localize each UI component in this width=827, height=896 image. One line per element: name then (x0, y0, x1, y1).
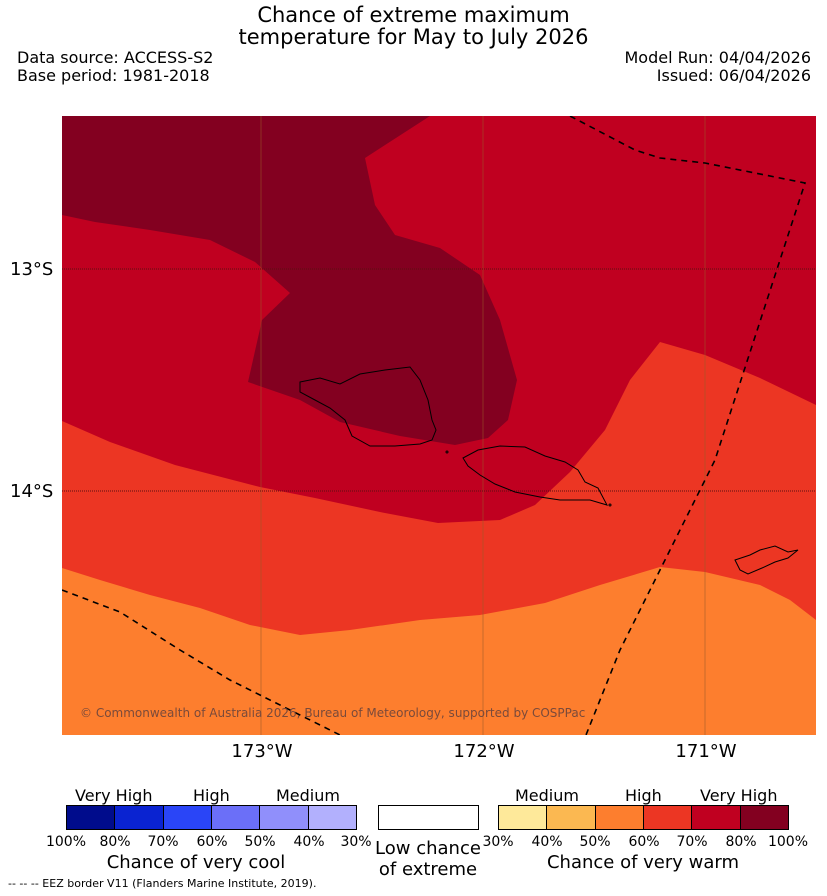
low-caption-line-2: of extreme (378, 859, 478, 880)
warm-tick: 40% (531, 834, 563, 850)
warm-tick: 100% (767, 834, 809, 850)
warm-tick: 60% (628, 834, 660, 850)
warm-tick: 80% (725, 834, 757, 850)
eez-footnote: -- -- -- EEZ border V11 (Flanders Marine… (8, 877, 317, 890)
cool-tick: 100% (45, 834, 87, 850)
cool-swatch-6 (308, 806, 356, 829)
low-chance-caption: Low chance of extreme (366, 838, 490, 880)
coastlines (299, 366, 799, 575)
model-run: Model Run: 04/04/2026 (624, 48, 812, 67)
lat-lines (62, 268, 816, 492)
warm-swatch-4 (643, 806, 693, 829)
eez-border (62, 116, 807, 735)
warm-header-medium: Medium (515, 786, 579, 805)
copyright-notice: © Commonwealth of Australia 2026, Bureau… (80, 706, 586, 720)
title-line-1: Chance of extreme maximum (257, 3, 570, 27)
cool-tick: 80% (99, 834, 131, 850)
cool-tick: 40% (293, 834, 325, 850)
title-line-2: temperature for May to July 2026 (238, 25, 589, 49)
cool-tick: 70% (147, 834, 179, 850)
cool-tick: 60% (196, 834, 228, 850)
lat-label-14s: 14°S (10, 481, 54, 502)
warm-swatch-1 (499, 806, 548, 829)
cool-swatch-1 (67, 806, 116, 829)
cool-header-very-high: Very High (75, 786, 153, 805)
warm-swatch-3 (595, 806, 644, 829)
cool-header-medium: Medium (276, 786, 340, 805)
warm-colorbar (498, 805, 789, 830)
warm-header-very-high: Very High (700, 786, 778, 805)
data-source: Data source: ACCESS-S2 (17, 48, 214, 67)
lat-label-13s: 13°S (10, 259, 54, 280)
cool-tick: 50% (244, 834, 276, 850)
cool-swatch-2 (115, 806, 164, 829)
run-info: Model Run: 04/04/2026 Issued: 06/04/2026 (625, 49, 812, 85)
warm-tick: 30% (482, 834, 514, 850)
warm-header-high: High (625, 786, 662, 805)
graticule (260, 116, 706, 735)
cool-swatch-5 (260, 806, 309, 829)
lon-label-171w: 171°W (675, 741, 737, 762)
low-chance-swatch (378, 805, 479, 830)
warm-swatch-2 (547, 806, 596, 829)
source-info: Data source: ACCESS-S2 Base period: 1981… (17, 49, 213, 85)
base-period: Base period: 1981-2018 (17, 66, 210, 85)
warm-caption: Chance of very warm (546, 852, 740, 873)
issued-date: Issued: 06/04/2026 (656, 66, 811, 85)
lon-label-173w: 173°W (231, 741, 293, 762)
zone-extreme (62, 116, 517, 445)
cool-header-high: High (193, 786, 230, 805)
warm-swatch-5 (692, 806, 741, 829)
warm-swatch-6 (740, 806, 788, 829)
cool-tick: 30% (340, 834, 372, 850)
lon-label-172w: 172°W (453, 741, 515, 762)
map-title: Chance of extreme maximum temperature fo… (0, 4, 827, 48)
warm-tick: 50% (579, 834, 611, 850)
cool-colorbar (66, 805, 357, 830)
cool-swatch-3 (163, 806, 212, 829)
warm-tick: 70% (676, 834, 708, 850)
cool-caption: Chance of very cool (106, 852, 286, 873)
cool-swatch-4 (211, 806, 261, 829)
low-caption-line-1: Low chance (375, 838, 481, 859)
